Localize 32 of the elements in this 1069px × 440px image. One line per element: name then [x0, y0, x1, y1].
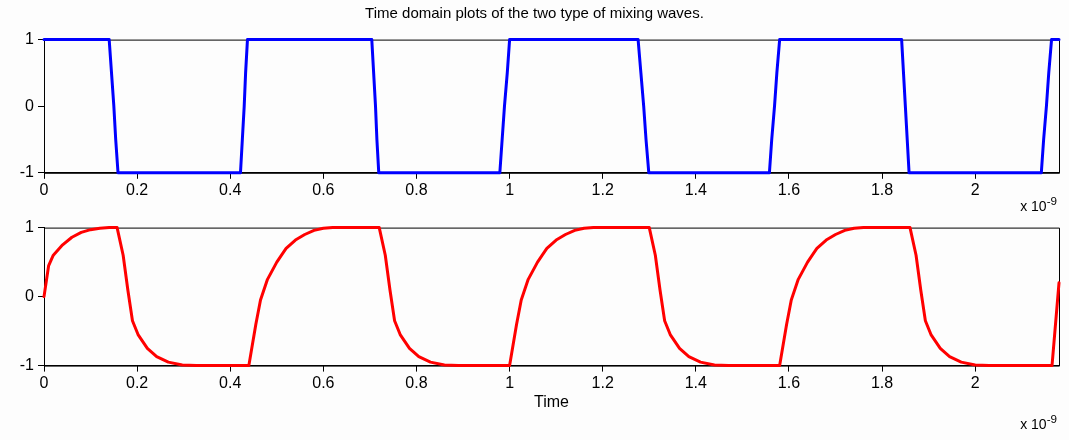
x-tick-label: 2	[970, 373, 980, 391]
x-tick-label: 2	[970, 180, 980, 198]
x-tick-label: 0.8	[405, 373, 428, 391]
y-tick-label: 1	[25, 218, 35, 236]
x-tick-label: 1	[505, 180, 515, 198]
x-tick-label: 0.2	[125, 180, 149, 198]
y-tick-label: -1	[19, 163, 35, 181]
x-tick-label: 1.2	[591, 180, 614, 198]
x-axis-title: Time	[534, 392, 570, 410]
x-tick-label: 0.6	[312, 180, 335, 198]
x-tick-label: 0.4	[219, 373, 242, 391]
x-tick-label: 1.8	[870, 180, 894, 198]
x-tick-label: 0.6	[312, 373, 335, 391]
y-tick-label: 1	[25, 30, 35, 48]
x-tick-label: 1	[505, 373, 515, 391]
x-tick-label: 0	[39, 373, 49, 391]
text: x 10$^{-9}$	[1020, 412, 1057, 432]
x-tick-label: 0	[39, 180, 49, 198]
chart-title: Time domain plots of the two type of mixing waves.	[364, 3, 705, 23]
x-tick-label: 1.4	[684, 373, 708, 391]
y-tick-label: 0	[25, 96, 35, 114]
y-tick-label: 0	[25, 287, 35, 305]
x-tick-label: 0.4	[219, 180, 242, 198]
x-tick-label: 1.2	[591, 373, 614, 391]
text: x 10$^{-9}$	[1020, 194, 1057, 214]
x-tick-label: 1.8	[870, 373, 894, 391]
y-tick-label: -1	[19, 356, 35, 374]
x-tick-label: 0.8	[405, 180, 428, 198]
x-tick-label: 1.6	[777, 180, 801, 198]
x-tick-label: 1.4	[684, 180, 708, 198]
x-tick-label: 0.2	[125, 373, 149, 391]
x-tick-label: 1.6	[777, 373, 801, 391]
